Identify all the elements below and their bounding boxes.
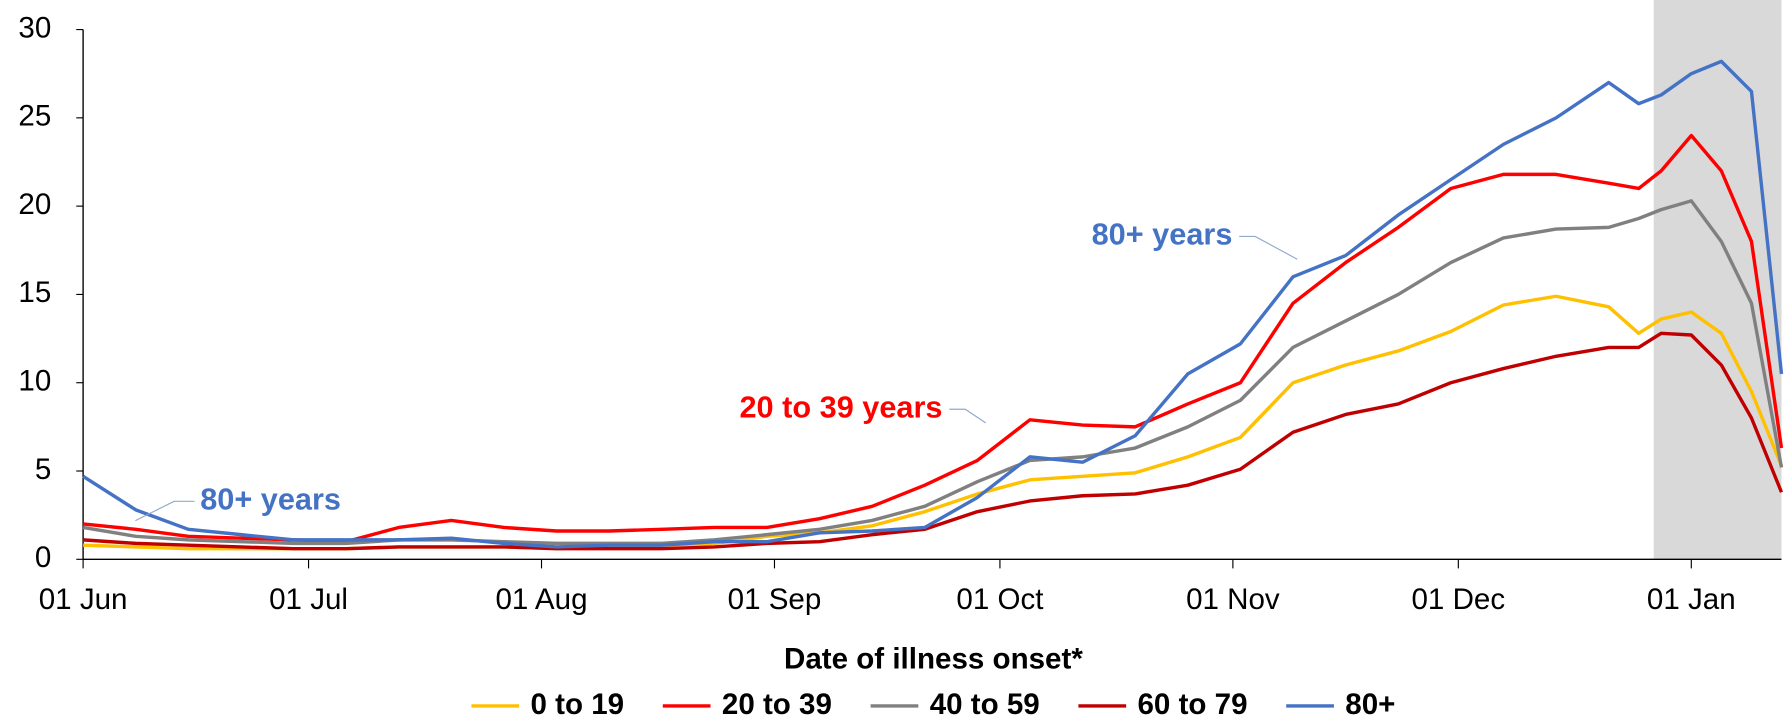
legend: 0 to 19 20 to 39 40 to 59 60 to 79 80+: [471, 688, 1395, 721]
y-tick-label: 30: [18, 11, 51, 44]
legend-item: 80+: [1286, 688, 1395, 721]
legend-label: 60 to 79: [1138, 688, 1248, 721]
y-tick-label: 15: [18, 276, 51, 309]
x-tick-label: 01 Jul: [269, 583, 348, 616]
legend-item: 20 to 39: [662, 688, 832, 721]
legend-label: 40 to 59: [930, 688, 1040, 721]
legend-label: 0 to 19: [531, 688, 625, 721]
legend-item: 60 to 79: [1078, 688, 1248, 721]
y-tick-label: 0: [35, 541, 51, 574]
series-line: [82, 133, 1784, 544]
annotation: 80+ years: [200, 481, 341, 516]
x-tick-label: 01 Jun: [39, 583, 128, 616]
annotation-leader: [949, 408, 987, 424]
annotation: 80+ years: [1092, 217, 1233, 252]
annotation-leader: [135, 500, 195, 522]
x-tick-label: 01 Oct: [956, 583, 1043, 616]
legend-label: 80+: [1345, 688, 1395, 721]
legend-label: 20 to 39: [722, 688, 832, 721]
y-tick-label: 20: [18, 188, 51, 221]
x-tick-label: 01 Aug: [495, 583, 587, 616]
annotation-leader: [1239, 235, 1298, 260]
legend-item: 0 to 19: [471, 688, 624, 721]
legend-item: 40 to 59: [870, 688, 1040, 721]
x-tick-label: 01 Jan: [1647, 583, 1736, 616]
x-tick-label: 01 Dec: [1412, 583, 1506, 616]
x-tick-label: 01 Nov: [1186, 583, 1280, 616]
shaded-region: [1653, 0, 1782, 560]
annotation: 20 to 39 years: [739, 389, 942, 424]
x-axis-label: Date of illness onset*: [784, 642, 1083, 675]
x-tick-label: 01 Sep: [728, 583, 822, 616]
series-line: [82, 59, 1784, 549]
y-tick-label: 10: [18, 365, 51, 398]
y-tick-label: 25: [18, 100, 51, 133]
y-tick-label: 5: [35, 453, 51, 486]
series-line: [82, 331, 1784, 551]
